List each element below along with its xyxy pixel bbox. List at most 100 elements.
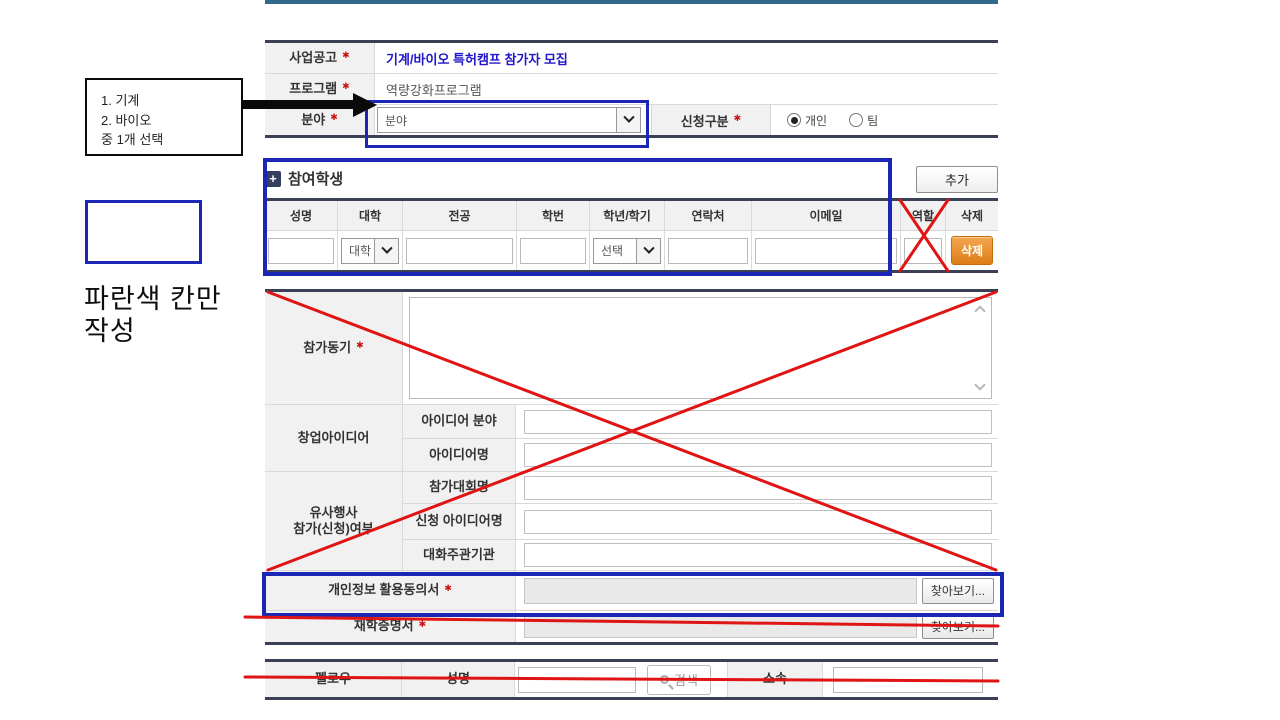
fellow-table: 펠로우 성명 검색 소속: [265, 659, 998, 700]
affiliation-cell: [823, 662, 998, 697]
fellow-name-input[interactable]: [518, 666, 636, 693]
announcement-value: 기계/바이오 특허캠프 참가자 모집: [386, 51, 568, 67]
participants-table: 성명 대학 전공 학번 학년/학기 연락처 이메일 역할 삭제 대학 선택: [265, 198, 998, 273]
participants-title: 참여학생: [288, 171, 344, 188]
affiliation-label: 소속: [728, 662, 823, 697]
idea-group-label: 창업아이디어: [265, 405, 403, 472]
idea-field-label: 아이디어 분야: [403, 405, 516, 439]
student-id-input[interactable]: [520, 237, 586, 264]
university-select[interactable]: 대학: [341, 237, 399, 264]
privacy-browse-button[interactable]: 찾아보기...: [921, 577, 994, 604]
blue-legend-box: [85, 200, 202, 264]
idea-name-cell: [516, 439, 998, 472]
radio-individual[interactable]: 개인: [787, 112, 827, 129]
announcement-label: 사업공고 ✱: [265, 43, 375, 73]
contact-input-cell: [665, 231, 752, 270]
required-icon: ✱: [356, 340, 364, 351]
chevron-down-icon[interactable]: [616, 108, 640, 132]
required-icon: ✱: [418, 618, 427, 629]
radio-team[interactable]: 팀: [849, 112, 878, 129]
blue-note-text: 파란색 칸만 작성: [84, 284, 222, 346]
radio-unselected-icon[interactable]: [849, 113, 864, 127]
email-input-cell: [752, 231, 901, 270]
table-row: 프로그램 ✱ 역량강화프로그램: [265, 74, 998, 105]
fellow-name-cell: 검색: [515, 662, 728, 697]
participants-header: + 참여학생: [265, 168, 343, 189]
col-header-role: 역할: [901, 201, 946, 231]
applied-idea-input[interactable]: [524, 509, 992, 534]
required-icon: ✱: [342, 50, 350, 61]
application-detail-table: 참가동기 ✱ 창업아이디어 아이디어 분야 아이디어명 유사행사 참가(신청)여…: [265, 289, 998, 645]
affiliation-input[interactable]: [833, 666, 983, 693]
enrollment-browse-button[interactable]: 찾아보기...: [921, 614, 994, 639]
idea-name-input[interactable]: [524, 443, 992, 467]
host-org-cell: [516, 540, 998, 571]
col-header-email: 이메일: [752, 201, 901, 231]
program-info-table: 사업공고 ✱ 기계/바이오 특허캠프 참가자 모집 프로그램 ✱ 역량강화프로그…: [265, 40, 998, 138]
fellow-search-button[interactable]: 검색: [647, 664, 711, 695]
col-header-major: 전공: [403, 201, 517, 231]
major-input[interactable]: [406, 237, 513, 264]
fellow-name-label: 성명: [402, 662, 515, 697]
chevron-down-icon[interactable]: [374, 238, 398, 263]
name-input-cell: [265, 231, 338, 270]
motivation-label: 참가동기 ✱: [265, 292, 403, 405]
col-header-grade: 학년/학기: [590, 201, 665, 231]
role-input-cell: [901, 231, 946, 270]
search-icon: [660, 675, 670, 684]
table-row: 분야 ✱ 분야 신청구분 ✱ 개인: [265, 105, 998, 135]
idea-field-input[interactable]: [524, 409, 992, 434]
col-header-delete: 삭제: [946, 201, 998, 231]
required-icon: ✱: [330, 112, 338, 123]
col-header-name: 성명: [265, 201, 338, 231]
scroll-down-icon[interactable]: [974, 379, 986, 391]
table-row: 사업공고 ✱ 기계/바이오 특허캠프 참가자 모집: [265, 43, 998, 74]
contact-input[interactable]: [668, 237, 748, 264]
program-value: 역량강화프로그램: [386, 82, 482, 98]
privacy-file-input[interactable]: [524, 577, 917, 604]
major-input-cell: [403, 231, 517, 270]
col-header-student-id: 학번: [517, 201, 590, 231]
chevron-down-icon[interactable]: [636, 238, 660, 263]
col-header-contact: 연락처: [665, 201, 752, 231]
enrollment-file-input[interactable]: [524, 615, 917, 638]
field-choice-note: 1. 기계 2. 바이오 중 1개 선택: [85, 78, 243, 156]
privacy-consent-label: 개인정보 활용동의서 ✱: [265, 571, 516, 611]
enrollment-cert-label: 재학증명서 ✱: [265, 611, 516, 642]
university-select-cell: 대학: [338, 231, 403, 270]
contest-name-cell: [516, 472, 998, 504]
radio-selected-icon[interactable]: [787, 113, 801, 127]
host-org-input[interactable]: [524, 543, 992, 567]
contest-name-input[interactable]: [524, 475, 992, 500]
email-input[interactable]: [755, 237, 897, 264]
col-header-university: 대학: [338, 201, 403, 231]
motivation-textarea[interactable]: [409, 297, 992, 399]
student-id-input-cell: [517, 231, 590, 270]
program-label: 프로그램 ✱: [265, 74, 375, 104]
delete-row-button[interactable]: 삭제: [950, 236, 994, 265]
host-org-label: 대화주관기관: [403, 540, 516, 571]
grade-select[interactable]: 선택: [593, 237, 661, 264]
add-row-button[interactable]: 추가: [916, 166, 998, 193]
applied-idea-cell: [516, 504, 998, 540]
field-select[interactable]: 분야: [377, 107, 641, 133]
idea-name-label: 아이디어명: [403, 439, 516, 472]
name-input[interactable]: [268, 237, 334, 264]
required-icon: ✱: [733, 112, 742, 123]
scroll-up-icon[interactable]: [974, 305, 986, 317]
applied-idea-label: 신청 아이디어명: [403, 504, 516, 540]
grade-select-cell: 선택: [590, 231, 665, 270]
privacy-file-cell: 찾아보기...: [516, 571, 998, 611]
delete-button-cell: 삭제: [946, 231, 998, 270]
contest-name-label: 참가대회명: [403, 472, 516, 504]
enrollment-file-cell: 찾아보기...: [516, 611, 998, 642]
division-label: 신청구분 ✱: [651, 105, 771, 135]
page-top-divider: [265, 0, 998, 4]
similar-event-group-label: 유사행사 참가(신청)여부: [265, 472, 403, 571]
role-input[interactable]: [904, 237, 942, 264]
motivation-cell: [403, 292, 998, 405]
field-label: 분야 ✱: [265, 105, 375, 135]
idea-field-cell: [516, 405, 998, 439]
plus-icon: +: [265, 170, 281, 187]
